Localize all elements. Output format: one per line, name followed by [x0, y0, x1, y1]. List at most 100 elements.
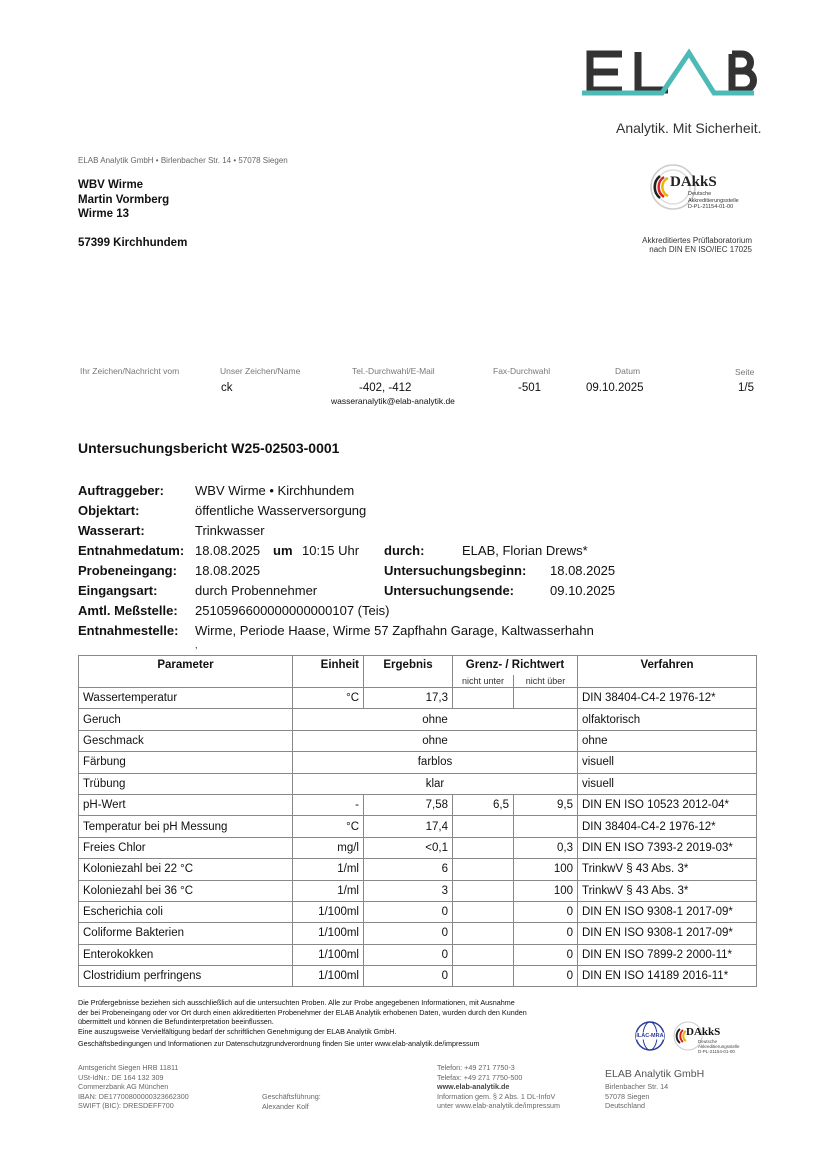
- cell-unit: °C: [292, 815, 364, 838]
- table-row: pH-Wert -7,58 6,5 9,5 DIN EN ISO 10523 2012-…: [78, 793, 757, 817]
- info-value: Wirme, Periode Haase, Wirme 57 Zapfhahn …: [195, 623, 594, 638]
- disclaimer-line: der bei Probeneingang oder vor Ort durch…: [78, 1007, 527, 1017]
- col-method: Verfahren: [577, 655, 757, 688]
- cell-parameter: Geschmack: [78, 729, 293, 753]
- cell-min: [452, 900, 514, 924]
- col-unit: Einheit: [292, 655, 364, 688]
- cell-parameter: Koloniezahl bei 36 °C: [78, 879, 293, 902]
- cell-max: 100: [513, 879, 578, 902]
- table-row: Enterokokken 1/100ml 0 0 DIN EN ISO 7899-2 2…: [78, 943, 757, 967]
- cell-result: 0: [363, 900, 453, 924]
- cell-result: 7,58: [363, 793, 453, 817]
- info-value: 18.08.2025: [195, 543, 261, 558]
- cell-max: 0: [513, 900, 578, 924]
- footer-line: 57078 Siegen: [605, 1091, 650, 1101]
- sender-line: ELAB Analytik GmbH • Birlenbacher Str. 1…: [78, 156, 288, 165]
- elab-logo: Analytik. Mit Sicherheit.: [582, 48, 762, 143]
- table-row: Geruch ohne olfaktorisch: [78, 708, 757, 731]
- cell-min: 6,5: [452, 793, 514, 817]
- footer-line: Geschäftsführung:: [262, 1092, 321, 1101]
- col-limit: Grenz- / Richtwert: [452, 655, 578, 675]
- info-label: Untersuchungsbeginn:: [384, 563, 527, 578]
- cell-result: 0: [363, 943, 453, 967]
- info-trailing: ,: [195, 640, 198, 650]
- cell-parameter: Coliforme Bakterien: [78, 922, 293, 945]
- ref-header: Fax-Durchwahl: [493, 366, 551, 376]
- cell-parameter: Geruch: [78, 708, 293, 731]
- footer-line: SWIFT (BIC): DRESDEFF700: [78, 1101, 174, 1111]
- table-row: Temperatur bei pH Messung °C 17,4 DIN 38404…: [78, 815, 757, 838]
- cell-result: 0: [363, 965, 453, 988]
- cell-result: 17,3: [363, 686, 453, 710]
- table-row: Koloniezahl bei 22 °C 1/ml 6 100 TrinkwV § 4…: [78, 858, 757, 881]
- cell-max: 100: [513, 858, 578, 881]
- footer-line: IBAN: DE17700800000323662300: [78, 1091, 189, 1101]
- cell-method: ohne: [577, 729, 757, 753]
- footer-line: Telefax: +49 271 7750-500: [437, 1072, 523, 1082]
- cell-min: [452, 815, 514, 838]
- ref-page: 1/5: [738, 382, 754, 394]
- cell-unit: mg/l: [292, 836, 364, 860]
- cell-min: [452, 922, 514, 945]
- cell-result: 3: [363, 879, 453, 902]
- info-label: Objektart:: [78, 503, 140, 518]
- cell-method: DIN EN ISO 9308-1 2017-09*: [577, 922, 757, 945]
- cell-parameter: Trübung: [78, 772, 293, 795]
- info-label: Eingangsart:: [78, 583, 158, 598]
- footer-line: Information gem. § 2 Abs. 1 DL-InfoV: [437, 1091, 556, 1101]
- ref-header: Unser Zeichen/Name: [220, 366, 301, 376]
- cell-method: DIN EN ISO 10523 2012-04*: [577, 793, 757, 817]
- cell-parameter: pH-Wert: [78, 793, 293, 817]
- footer-line: Birlenbacher Str. 14: [605, 1082, 669, 1091]
- info-value: öffentliche Wasserversorgung: [195, 503, 367, 518]
- cell-method: olfaktorisch: [577, 708, 757, 731]
- disclaimer-line: übermittelt und können die Befundinterpr…: [78, 1017, 274, 1027]
- table-row: Wassertemperatur °C 17,3 DIN 38404-C4-2 197…: [78, 686, 757, 710]
- cell-method: DIN EN ISO 9308-1 2017-09*: [577, 900, 757, 924]
- footer-company: ELAB Analytik GmbH: [605, 1068, 705, 1080]
- cell-method: TrinkwV § 43 Abs. 3*: [577, 858, 757, 881]
- accreditation-line: nach DIN EN ISO/IEC 17025: [649, 245, 752, 254]
- cell-result: 17,4: [363, 815, 453, 838]
- cell-max: [513, 815, 578, 838]
- cell-unit: 1/100ml: [292, 943, 364, 967]
- col-result: Ergebnis: [363, 655, 453, 688]
- cell-min: [452, 836, 514, 860]
- cell-min: [452, 858, 514, 881]
- cell-unit: °C: [292, 686, 364, 710]
- cell-result: ohne: [292, 729, 578, 753]
- cell-unit: 1/ml: [292, 879, 364, 902]
- cell-max: 9,5: [513, 793, 578, 817]
- col-parameter: Parameter: [78, 655, 293, 688]
- footer-line: Deutschland: [605, 1101, 645, 1111]
- info-label: Wasserart:: [78, 523, 145, 538]
- disclaimer: Die Prüfergebnisse beziehen sich ausschl…: [78, 998, 527, 1049]
- cell-unit: 1/100ml: [292, 922, 364, 945]
- cell-max: 0: [513, 943, 578, 967]
- info-value: 18.08.2025: [195, 563, 261, 578]
- col-min: nicht unter: [452, 675, 514, 688]
- dakks-seal: DAkkS Deutsche Akkreditierungsstelle D-PL-…: [648, 162, 758, 212]
- footer-website[interactable]: www.elab-analytik.de: [437, 1082, 510, 1092]
- cell-result: 0: [363, 922, 453, 945]
- cell-unit: 1/ml: [292, 858, 364, 881]
- cell-parameter: Koloniezahl bei 22 °C: [78, 858, 293, 881]
- cell-method: TrinkwV § 43 Abs. 3*: [577, 879, 757, 902]
- ref-header: Datum: [615, 366, 641, 376]
- info-value: 18.08.2025: [550, 563, 616, 578]
- cell-parameter: Enterokokken: [78, 943, 293, 967]
- info-value: durch Probennehmer: [195, 583, 318, 598]
- ilac-seal-text: ILAC-MRA: [636, 1033, 664, 1039]
- report-title: Untersuchungsbericht W25-02503-0001: [78, 440, 340, 456]
- table-row: Geschmack ohne ohne: [78, 729, 757, 753]
- info-label: um: [273, 543, 293, 558]
- cell-method: visuell: [577, 751, 757, 774]
- footer-line: Alexander Kolf: [262, 1101, 309, 1111]
- accreditation-line: Akkreditiertes Prüflaboratorium: [642, 236, 752, 245]
- cell-unit: 1/100ml: [292, 900, 364, 924]
- info-value: ELAB, Florian Drews*: [462, 543, 588, 558]
- cell-max: [513, 686, 578, 710]
- privacy-line: Geschäftsbedingungen und Informationen z…: [78, 1039, 480, 1049]
- col-max: nicht über: [513, 675, 578, 688]
- cell-min: [452, 686, 514, 710]
